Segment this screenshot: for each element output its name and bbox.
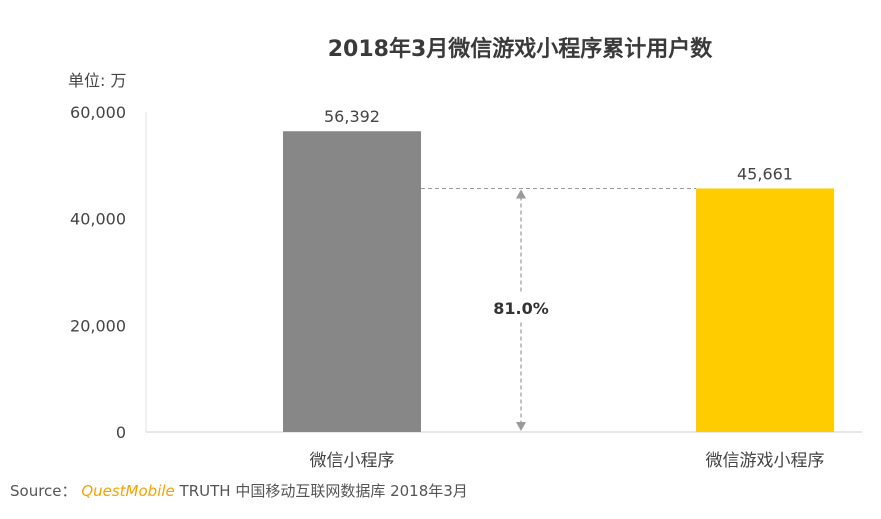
bar-value-label: 45,661 — [737, 164, 793, 183]
y-tick-label: 40,000 — [70, 210, 126, 229]
y-tick-label: 0 — [116, 423, 126, 442]
unit-label: 单位: 万 — [68, 71, 126, 90]
arrow-up-head — [516, 189, 526, 199]
chart-title: 2018年3月微信游戏小程序累计用户数 — [328, 36, 714, 62]
x-category-label: 微信小程序 — [310, 451, 395, 471]
source-note: Source： QuestMobile TRUTH 中国移动互联网数据库 201… — [10, 480, 468, 501]
arrow-down-head — [516, 422, 526, 431]
bar — [696, 188, 834, 432]
annotation-backdrop — [489, 294, 553, 321]
bar — [283, 131, 421, 432]
source-prefix: Source： — [10, 482, 77, 500]
y-tick-label: 60,000 — [70, 103, 126, 122]
source-text: TRUTH 中国移动互联网数据库 2018年3月 — [179, 482, 468, 500]
y-tick-label: 20,000 — [70, 316, 126, 335]
source-brand: QuestMobile — [81, 482, 175, 500]
x-category-label: 微信游戏小程序 — [706, 451, 825, 471]
ratio-annotation: 81.0% — [493, 299, 549, 318]
bar-value-label: 56,392 — [324, 107, 380, 126]
